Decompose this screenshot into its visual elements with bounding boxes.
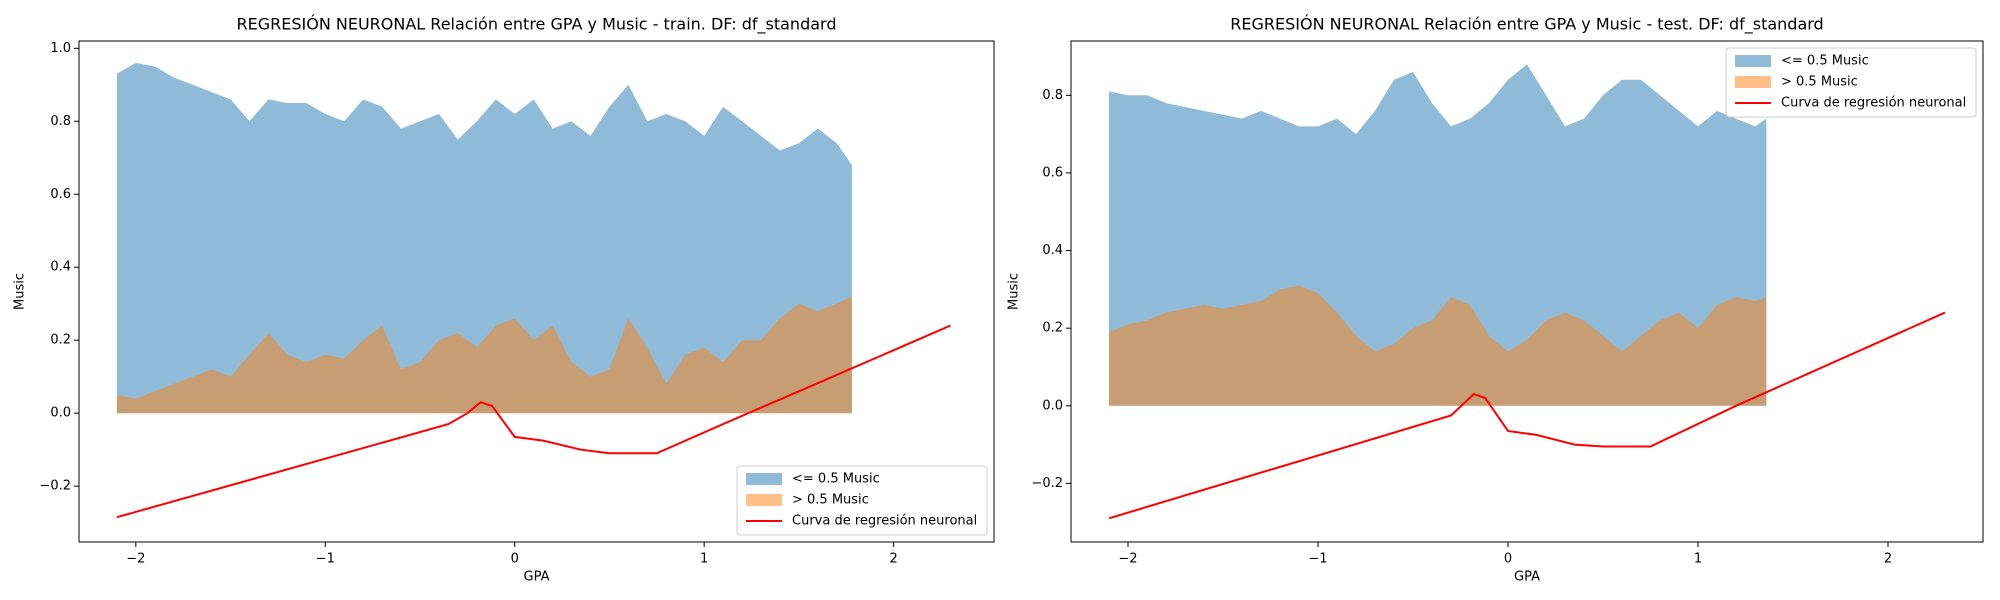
area bbox=[116, 296, 852, 414]
area bbox=[1109, 285, 1767, 406]
legend-label: <= 0.5 Music bbox=[1781, 54, 1869, 69]
x-tick-label: 0 bbox=[511, 552, 519, 567]
x-tick-label: 1 bbox=[1694, 552, 1702, 567]
y-tick-label: 1.0 bbox=[50, 41, 71, 56]
legend-box bbox=[1725, 47, 1977, 118]
legend-swatch bbox=[746, 494, 782, 506]
legend: <= 0.5 Music > 0.5 Music Curva de regresió… bbox=[1725, 47, 1977, 118]
legend-label: Curva de regresión neuronal bbox=[792, 514, 977, 529]
x-tick-label: −2 bbox=[1118, 552, 1137, 567]
x-tick-label: 1 bbox=[700, 552, 708, 567]
x-axis-label: GPA bbox=[1514, 570, 1540, 585]
legend-label: <= 0.5 Music bbox=[792, 472, 880, 487]
chart-title: REGRESIÓN NEURONAL Relación entre GPA y … bbox=[1230, 15, 1823, 35]
plot-frame bbox=[78, 40, 995, 543]
legend-box bbox=[736, 465, 988, 536]
area bbox=[116, 62, 852, 414]
y-tick-label: 0.4 bbox=[1042, 243, 1063, 258]
y-tick-label: 0.0 bbox=[1042, 398, 1063, 413]
regression-line bbox=[116, 324, 951, 519]
regression-line bbox=[1108, 311, 1946, 520]
x-tick-label: 2 bbox=[1884, 552, 1892, 567]
legend-label: Curva de regresión neuronal bbox=[1781, 96, 1966, 111]
x-axis-label: GPA bbox=[524, 570, 550, 585]
y-tick-label: 0.6 bbox=[1042, 165, 1063, 180]
x-tick-label: −2 bbox=[126, 552, 145, 567]
chart-title: REGRESIÓN NEURONAL Relación entre GPA y … bbox=[237, 15, 837, 35]
y-tick-label: 0.0 bbox=[50, 406, 71, 421]
legend-label: > 0.5 Music bbox=[792, 493, 869, 508]
y-tick-label: 0.6 bbox=[50, 187, 71, 202]
y-tick-label: −0.2 bbox=[39, 479, 71, 494]
legend-label: > 0.5 Music bbox=[1781, 75, 1858, 90]
y-tick-label: 0.8 bbox=[50, 114, 71, 129]
x-tick-label: −1 bbox=[1308, 552, 1327, 567]
y-tick-label: 0.2 bbox=[1042, 321, 1063, 336]
legend-swatch bbox=[746, 473, 782, 485]
subplot: REGRESIÓN NEURONAL Relación entre GPA y … bbox=[13, 15, 995, 585]
x-tick-label: −1 bbox=[316, 552, 335, 567]
y-tick-label: 0.2 bbox=[50, 333, 71, 348]
plot-frame bbox=[1070, 40, 1984, 543]
legend: <= 0.5 Music > 0.5 Music Curva de regresió… bbox=[736, 465, 988, 536]
x-tick-label: 0 bbox=[1504, 552, 1512, 567]
legend-swatch bbox=[1735, 55, 1771, 67]
y-axis-label: Music bbox=[1007, 273, 1022, 310]
y-tick-label: 0.4 bbox=[50, 260, 71, 275]
legend-swatch bbox=[1735, 76, 1771, 88]
x-tick-label: 2 bbox=[889, 552, 897, 567]
subplot: REGRESIÓN NEURONAL Relación entre GPA y … bbox=[1007, 15, 1984, 585]
y-tick-label: −0.2 bbox=[1031, 476, 1063, 491]
y-axis-label: Music bbox=[13, 273, 28, 310]
y-tick-label: 0.8 bbox=[1042, 88, 1063, 103]
